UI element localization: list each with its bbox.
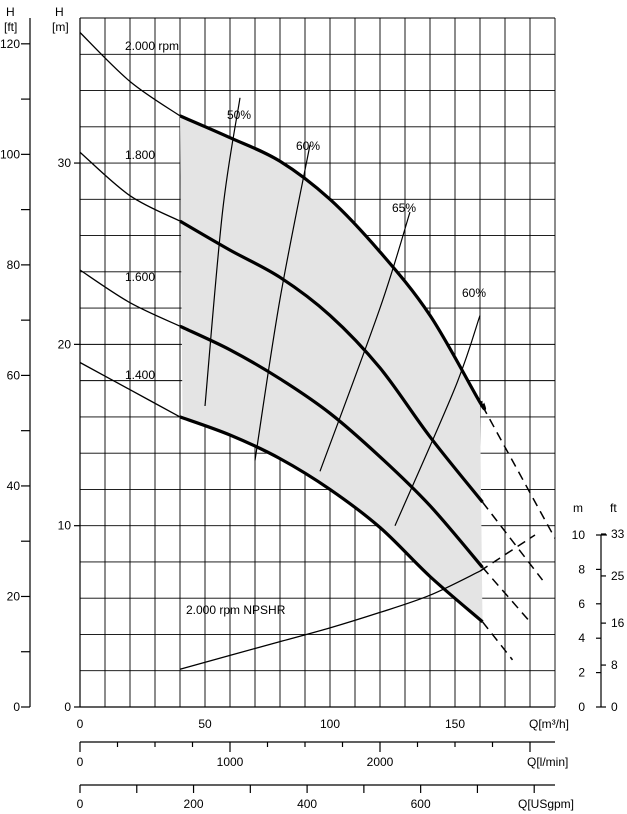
curve-label-1600: 1.600 — [125, 270, 155, 284]
speed-curves — [79, 32, 556, 661]
h-ft-tick-label: 60 — [7, 368, 21, 382]
speed-curve-extension-dashed — [481, 621, 514, 661]
q-m3h-tick-label: 150 — [445, 717, 465, 731]
q-gpm-axis-unit: Q[USgpm] — [518, 797, 574, 811]
npsh-ft-tick-label: 0 — [611, 700, 618, 714]
efficiency-label-60-left: 60% — [296, 139, 320, 153]
q-m3h-tick-label: 100 — [320, 717, 340, 731]
speed-curve-thick — [179, 415, 484, 624]
q-gpm-tick-label: 200 — [184, 797, 204, 811]
operating-region — [180, 115, 483, 622]
npsh-ft-tick-label: 16 — [611, 616, 625, 630]
npsh-ft-tick-label: 25 — [611, 569, 625, 583]
h-ft-axis-title: H — [6, 5, 15, 19]
efficiency-label-50: 50% — [227, 108, 251, 122]
h-m-tick-label: 30 — [58, 156, 72, 170]
h-ft-tick-label: 120 — [0, 37, 20, 51]
efficiency-label-65: 65% — [392, 201, 416, 215]
npshr-curve — [179, 534, 536, 670]
h-ft-axis-unit: [ft] — [4, 20, 17, 34]
npsh-m-tick-label: 4 — [578, 631, 585, 645]
efficiency-line — [204, 97, 241, 407]
q-m3h-tick-label: 50 — [198, 717, 212, 731]
speed-curve-extension-dashed — [481, 566, 531, 623]
efficiency-line — [319, 211, 411, 472]
efficiency-label-60-right: 60% — [462, 286, 486, 300]
axes — [21, 18, 607, 793]
speed-curve-thick — [179, 114, 487, 411]
efficiency-line — [394, 315, 481, 526]
q-m3h-tick-label: 0 — [77, 717, 84, 731]
npsh-ft-axis-unit: ft — [610, 501, 617, 515]
npsh-m-tick-label: 0 — [578, 700, 585, 714]
q-gpm-tick-label: 600 — [411, 797, 431, 811]
curve-label-npshr: 2.000 rpm NPSHR — [186, 603, 286, 617]
h-m-axis-title: H — [55, 5, 64, 19]
curve-label-2000rpm: 2.000 rpm — [125, 39, 179, 53]
q-lmin-tick-label: 0 — [77, 755, 84, 769]
npsh-m-tick-label: 2 — [578, 666, 585, 680]
speed-curve-thin — [79, 269, 181, 327]
speed-curve-thin — [79, 151, 181, 222]
q-gpm-tick-label: 0 — [77, 797, 84, 811]
speed-curve-thick — [179, 219, 484, 504]
speed-curve-extension-dashed — [481, 405, 556, 539]
speed-curve-thin — [79, 361, 181, 418]
h-ft-tick-label: 0 — [13, 700, 20, 714]
npsh-ft-tick-label: 8 — [611, 658, 618, 672]
efficiency-lines — [204, 97, 481, 526]
npsh-ft-tick-label: 33 — [611, 527, 625, 541]
npshr-extension-dashed — [479, 534, 536, 572]
curve-label-1400: 1.400 — [125, 368, 155, 382]
efficiency-line — [254, 144, 311, 461]
npsh-m-tick-label: 10 — [572, 528, 586, 542]
h-m-tick-label: 10 — [58, 519, 72, 533]
q-gpm-tick-label: 400 — [297, 797, 317, 811]
h-ft-tick-label: 100 — [0, 147, 20, 161]
h-m-tick-label: 20 — [58, 337, 72, 351]
npsh-m-tick-label: 8 — [578, 562, 585, 576]
q-lmin-tick-label: 2000 — [367, 755, 394, 769]
npsh-m-tick-label: 6 — [578, 597, 585, 611]
q-lmin-axis-unit: Q[l/min] — [527, 755, 568, 769]
h-ft-tick-label: 80 — [7, 258, 21, 272]
h-ft-tick-label: 20 — [7, 589, 21, 603]
speed-curve-thick — [179, 324, 484, 569]
curve-label-1800: 1.800 — [125, 148, 155, 162]
q-m3h-axis-unit: Q[m³/h] — [529, 717, 569, 731]
speed-curve-extension-dashed — [481, 501, 544, 581]
q-lmin-tick-label: 1000 — [217, 755, 244, 769]
h-m-tick-label: 0 — [64, 700, 71, 714]
h-ft-tick-label: 40 — [7, 479, 21, 493]
h-m-axis-unit: [m] — [52, 20, 69, 34]
npsh-m-axis-unit: m — [573, 501, 583, 515]
speed-curve-thin — [79, 32, 181, 117]
npshr-line — [179, 570, 481, 670]
